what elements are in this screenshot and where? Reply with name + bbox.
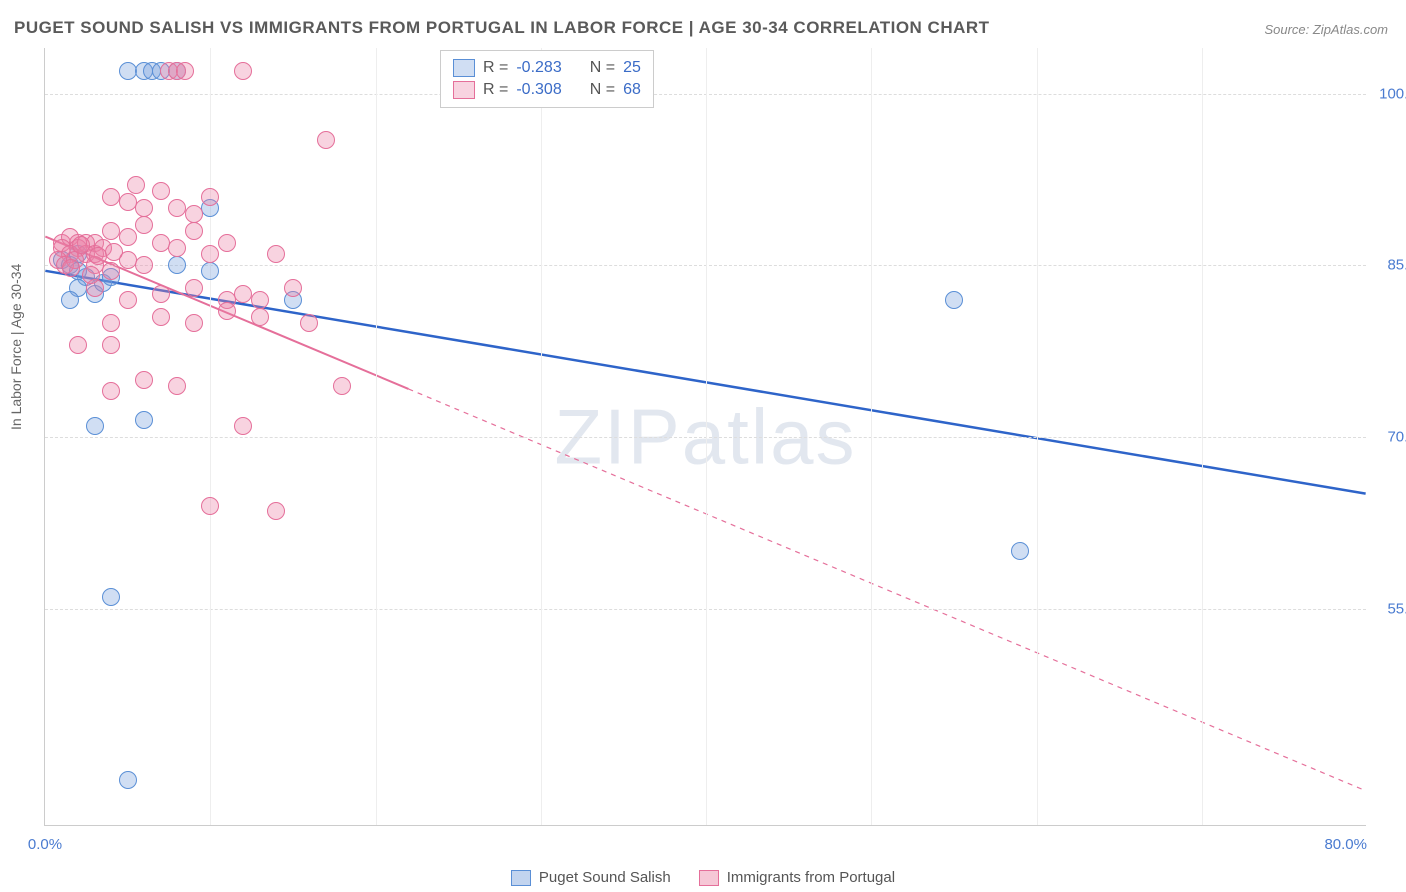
- y-tick-label: 70.0%: [1387, 429, 1406, 446]
- data-point: [201, 188, 219, 206]
- data-point: [300, 314, 318, 332]
- data-point: [119, 62, 137, 80]
- legend-correlation: R = -0.283 N = 25 R = -0.308 N = 68: [440, 50, 654, 108]
- data-point: [267, 502, 285, 520]
- data-point: [102, 382, 120, 400]
- gridline-v: [706, 48, 707, 825]
- data-point: [119, 228, 137, 246]
- data-point: [234, 62, 252, 80]
- y-tick-label: 100.0%: [1379, 85, 1406, 102]
- legend-swatch-series-1: [511, 870, 531, 886]
- data-point: [267, 245, 285, 263]
- data-point: [176, 62, 194, 80]
- data-point: [89, 247, 107, 265]
- data-point: [127, 176, 145, 194]
- data-point: [102, 336, 120, 354]
- legend-item-2: Immigrants from Portugal: [699, 869, 895, 886]
- n-value-2: 68: [623, 81, 641, 99]
- y-tick-label: 85.0%: [1387, 257, 1406, 274]
- gridline-v: [871, 48, 872, 825]
- data-point: [61, 291, 79, 309]
- data-point: [62, 259, 80, 277]
- data-point: [201, 262, 219, 280]
- data-point: [185, 279, 203, 297]
- n-label: N =: [590, 59, 615, 77]
- legend-label-1: Puget Sound Salish: [539, 869, 671, 886]
- data-point: [218, 234, 236, 252]
- legend-swatch-2: [453, 81, 475, 99]
- legend-series: Puget Sound Salish Immigrants from Portu…: [0, 869, 1406, 886]
- y-tick-label: 55.0%: [1387, 600, 1406, 617]
- r-label: R =: [483, 81, 508, 99]
- data-point: [102, 588, 120, 606]
- r-label: R =: [483, 59, 508, 77]
- data-point: [102, 262, 120, 280]
- data-point: [135, 199, 153, 217]
- data-point: [102, 188, 120, 206]
- y-axis-label: In Labor Force | Age 30-34: [8, 264, 24, 430]
- data-point: [82, 266, 100, 284]
- data-point: [152, 285, 170, 303]
- source-label: Source: ZipAtlas.com: [1264, 22, 1388, 37]
- x-tick-label: 0.0%: [28, 836, 62, 853]
- data-point: [251, 291, 269, 309]
- data-point: [234, 417, 252, 435]
- data-point: [185, 222, 203, 240]
- data-point: [185, 205, 203, 223]
- x-tick-label: 80.0%: [1324, 836, 1367, 853]
- data-point: [333, 377, 351, 395]
- data-point: [135, 216, 153, 234]
- gridline-v: [1202, 48, 1203, 825]
- data-point: [1011, 542, 1029, 560]
- legend-row-series-2: R = -0.308 N = 68: [453, 79, 641, 101]
- data-point: [69, 336, 87, 354]
- r-value-2: -0.308: [516, 81, 561, 99]
- gridline-v: [376, 48, 377, 825]
- legend-swatch-series-2: [699, 870, 719, 886]
- data-point: [102, 314, 120, 332]
- data-point: [135, 256, 153, 274]
- data-point: [201, 245, 219, 263]
- data-point: [168, 199, 186, 217]
- data-point: [119, 193, 137, 211]
- data-point: [152, 234, 170, 252]
- data-point: [86, 417, 104, 435]
- data-point: [135, 411, 153, 429]
- legend-item-1: Puget Sound Salish: [511, 869, 671, 886]
- legend-label-2: Immigrants from Portugal: [727, 869, 895, 886]
- data-point: [105, 243, 123, 261]
- data-point: [135, 371, 153, 389]
- data-point: [218, 302, 236, 320]
- correlation-chart: PUGET SOUND SALISH VS IMMIGRANTS FROM PO…: [0, 0, 1406, 892]
- data-point: [119, 291, 137, 309]
- gridline-v: [541, 48, 542, 825]
- r-value-1: -0.283: [516, 59, 561, 77]
- n-label: N =: [590, 81, 615, 99]
- gridline-v: [1037, 48, 1038, 825]
- data-point: [119, 771, 137, 789]
- data-point: [152, 308, 170, 326]
- data-point: [168, 256, 186, 274]
- data-point: [284, 279, 302, 297]
- legend-row-series-1: R = -0.283 N = 25: [453, 57, 641, 79]
- data-point: [251, 308, 269, 326]
- data-point: [102, 222, 120, 240]
- data-point: [168, 239, 186, 257]
- legend-swatch-1: [453, 59, 475, 77]
- n-value-1: 25: [623, 59, 641, 77]
- data-point: [185, 314, 203, 332]
- data-point: [234, 285, 252, 303]
- data-point: [201, 497, 219, 515]
- chart-title: PUGET SOUND SALISH VS IMMIGRANTS FROM PO…: [14, 18, 990, 38]
- data-point: [317, 131, 335, 149]
- data-point: [152, 182, 170, 200]
- plot-area: ZIPatlas 55.0%70.0%85.0%100.0%0.0%80.0%: [44, 48, 1366, 826]
- data-point: [168, 377, 186, 395]
- data-point: [945, 291, 963, 309]
- gridline-v: [210, 48, 211, 825]
- data-point: [72, 236, 90, 254]
